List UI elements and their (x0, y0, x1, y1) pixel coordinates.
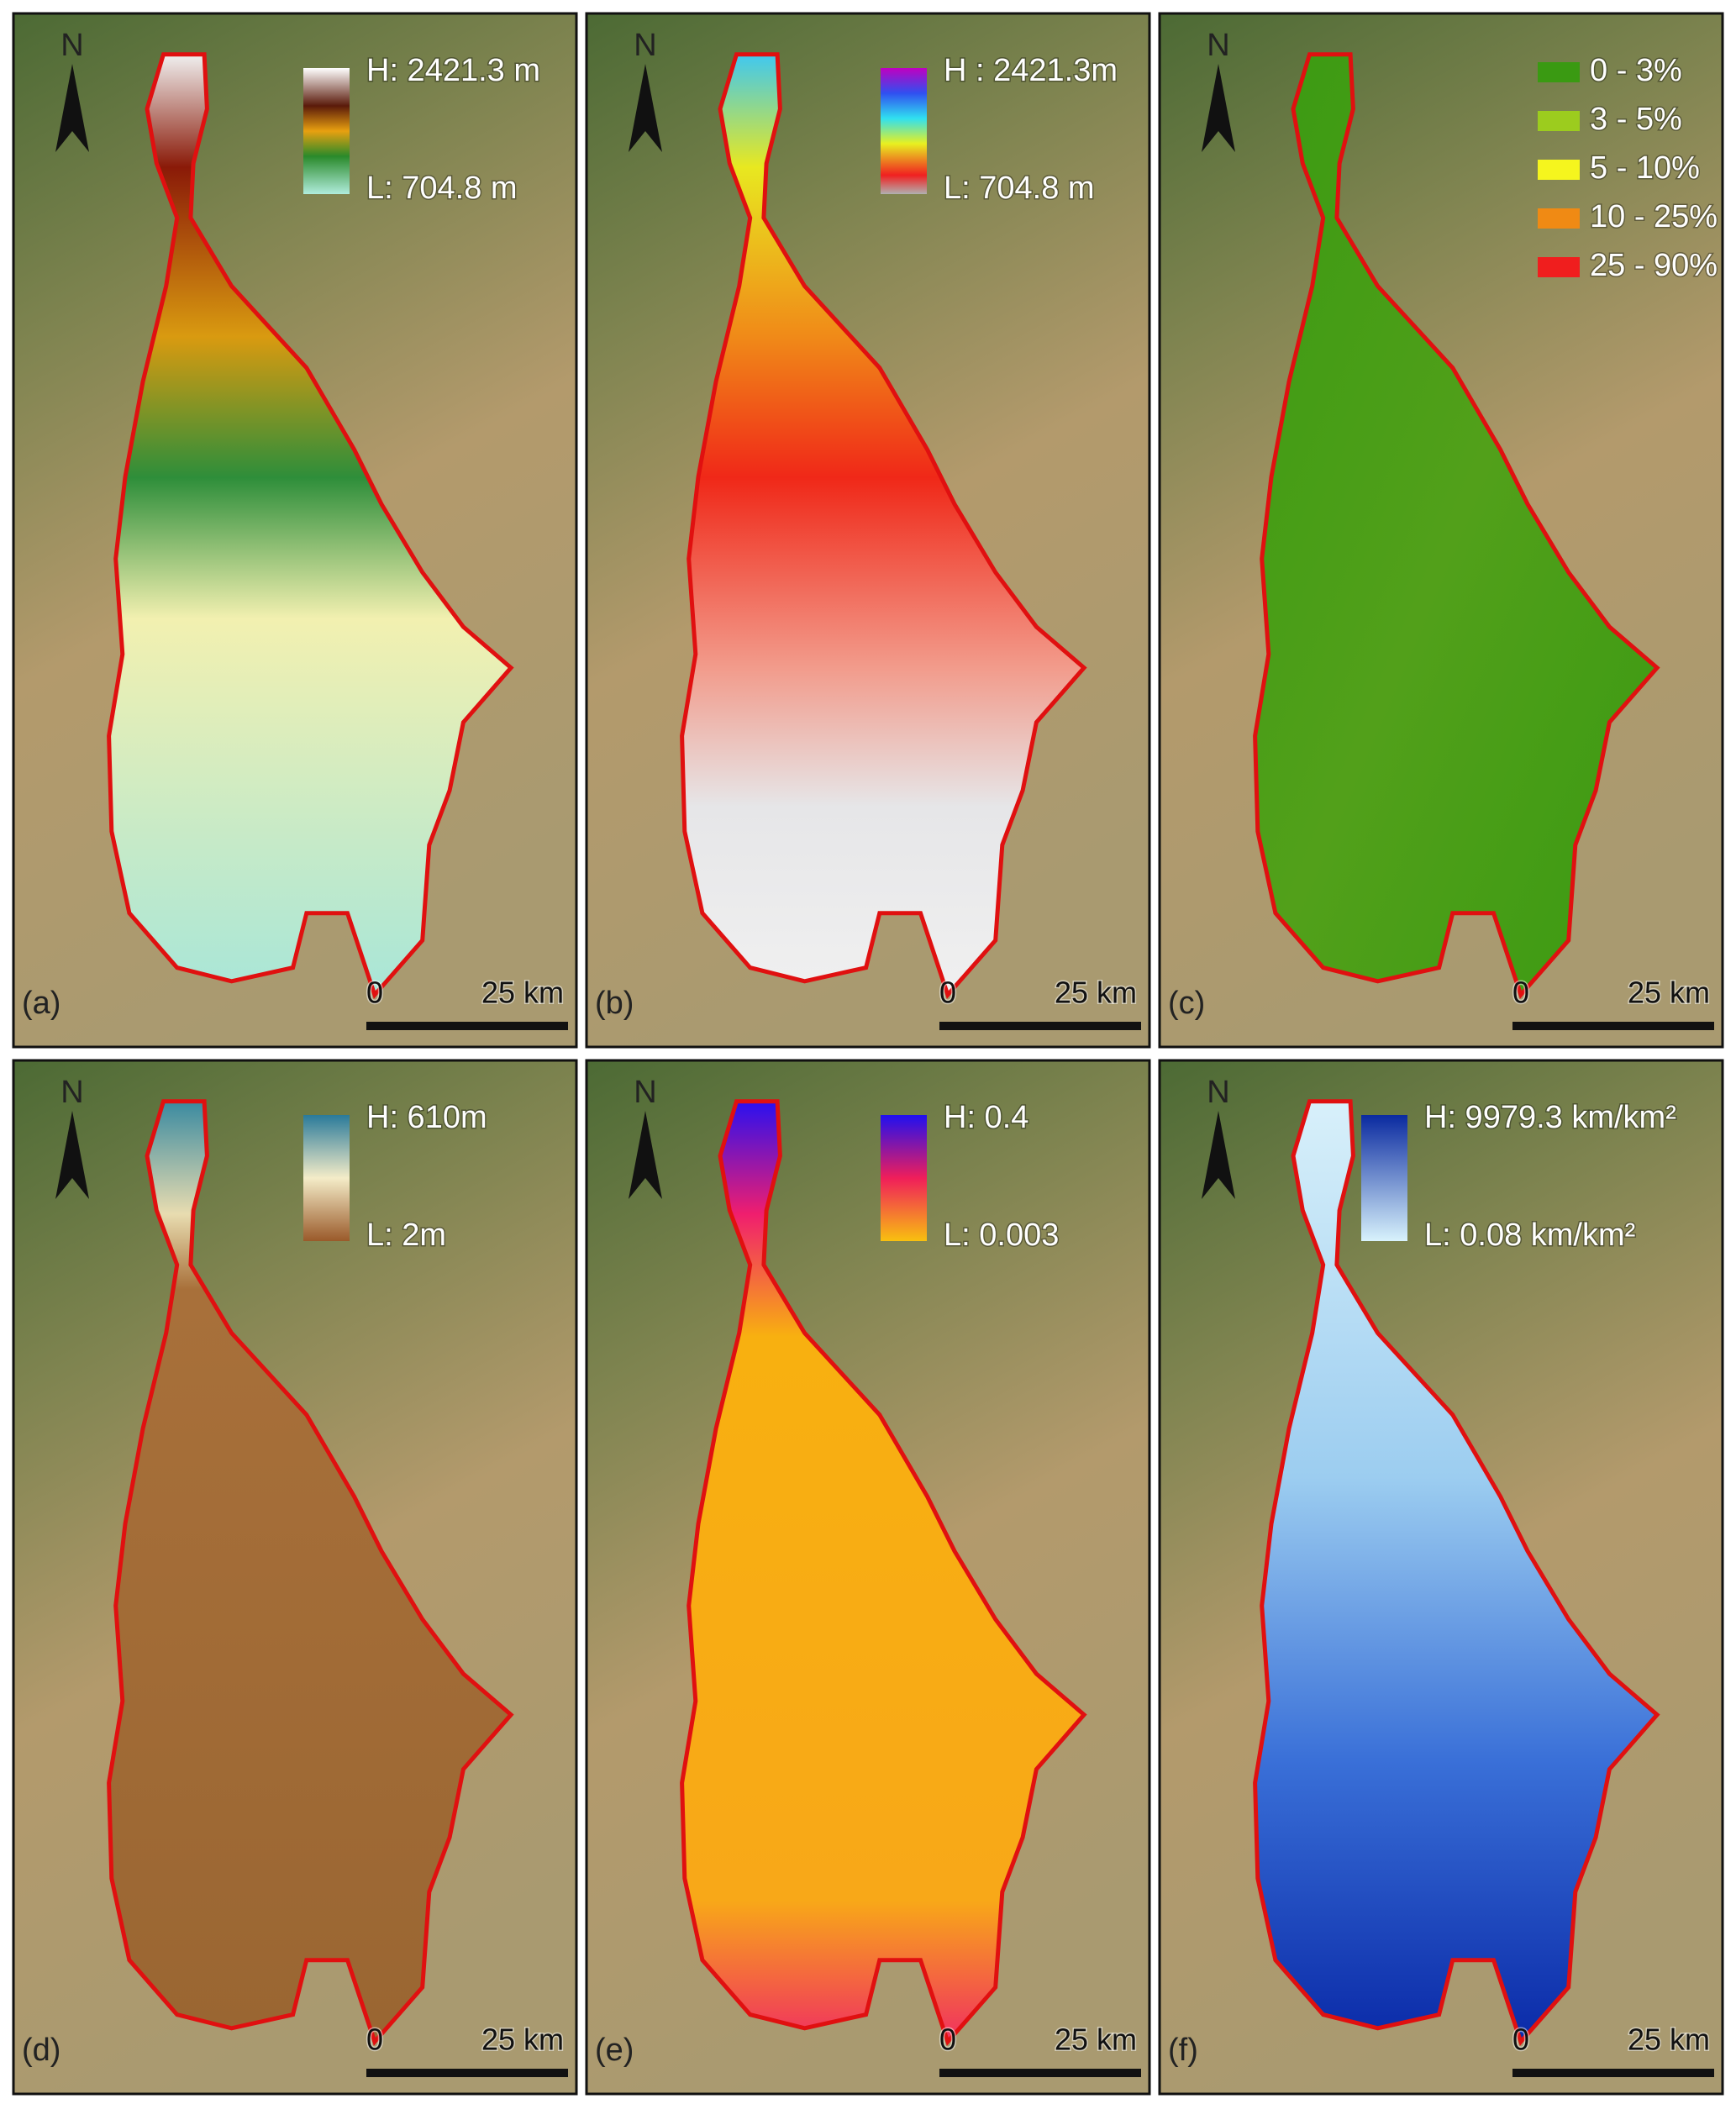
legend-low: L: 704.8 m (366, 171, 518, 206)
legend-ramp (1361, 1115, 1407, 1241)
scale-end: 25 km (1628, 976, 1710, 1010)
north-arrow (1202, 64, 1235, 152)
north-label: N (634, 1075, 656, 1110)
legend-high: H: 2421.3 m (366, 53, 540, 88)
legend-low: L: 0.003 (944, 1218, 1059, 1253)
legend-label: 10 - 25% (1590, 199, 1718, 234)
scale-bar (366, 2069, 568, 2077)
scale-start: 0 (1512, 2022, 1529, 2057)
scale-end: 25 km (1055, 976, 1137, 1010)
panel-label: (e) (595, 2033, 634, 2068)
map-panel: N H: 610m L: 2m (d) 0 25 km (12, 1059, 578, 2096)
legend-ramp (303, 68, 350, 194)
legend-label: 3 - 5% (1590, 102, 1682, 137)
panel-label: (a) (22, 986, 60, 1021)
scale-bar (1512, 1022, 1714, 1030)
map-panel: N 0 - 3% 3 - 5% 5 - 10% 10 - 25% 25 - 90% (c) 0… (1158, 12, 1724, 1049)
watershed (1253, 1099, 1660, 2046)
north-label: N (1207, 1075, 1229, 1110)
map-panel: N H: 9979.3 km/km² L: 0.08 km/km² (f) 0 25 km (1158, 1059, 1724, 2096)
panel-label: (d) (22, 2033, 60, 2068)
legend-low: L: 704.8 m (944, 171, 1095, 206)
legend-swatch (1538, 62, 1580, 82)
legend-ramp (303, 1115, 350, 1241)
legend-ramp (881, 1115, 927, 1241)
scale-start: 0 (366, 2022, 383, 2057)
map-panel: N H: 0.4 L: 0.003 (e) 0 25 km (585, 1059, 1151, 2096)
scale-bar (939, 2069, 1141, 2077)
north-arrow (55, 1111, 89, 1199)
north-label: N (60, 1075, 83, 1110)
watershed (1253, 52, 1660, 999)
legend-label: 0 - 3% (1590, 53, 1682, 88)
scale-start: 0 (939, 2022, 956, 2057)
legend-swatch (1538, 257, 1580, 277)
legend-swatch (1538, 111, 1580, 131)
scale-start: 0 (366, 976, 383, 1010)
scale-bar (939, 1022, 1141, 1030)
north-label: N (1207, 28, 1229, 63)
legend-high: H : 2421.3m (944, 53, 1118, 88)
legend-swatch (1538, 208, 1580, 229)
legend-low: L: 0.08 km/km² (1424, 1218, 1635, 1253)
north-label: N (60, 28, 83, 63)
watershed (680, 52, 1087, 999)
watershed (680, 1099, 1087, 2046)
legend-low: L: 2m (366, 1218, 446, 1253)
panel-label: (b) (595, 986, 634, 1021)
panel-label: (f) (1168, 2033, 1198, 2068)
legend-high: H: 610m (366, 1100, 487, 1135)
north-arrow (1202, 1111, 1235, 1199)
scale-bar (1512, 2069, 1714, 2077)
scale-start: 0 (939, 976, 956, 1010)
north-arrow (55, 64, 89, 152)
legend-label: 5 - 10% (1590, 150, 1700, 186)
north-label: N (634, 28, 656, 63)
scale-end: 25 km (481, 976, 564, 1010)
scale-end: 25 km (1628, 2022, 1710, 2057)
north-arrow (629, 64, 662, 152)
scale-end: 25 km (1055, 2022, 1137, 2057)
watershed (107, 1099, 514, 2046)
scale-bar (366, 1022, 568, 1030)
legend-swatch (1538, 160, 1580, 180)
legend-label: 25 - 90% (1590, 248, 1718, 283)
watershed (107, 52, 514, 999)
scale-end: 25 km (481, 2022, 564, 2057)
map-panel: N H : 2421.3m L: 704.8 m (b) 0 25 km (585, 12, 1151, 1049)
north-arrow (629, 1111, 662, 1199)
scale-start: 0 (1512, 976, 1529, 1010)
legend-ramp (881, 68, 927, 194)
legend-high: H: 9979.3 km/km² (1424, 1100, 1676, 1135)
legend-high: H: 0.4 (944, 1100, 1028, 1135)
panel-label: (c) (1168, 986, 1205, 1021)
map-panel: N H: 2421.3 m L: 704.8 m (a) 0 25 km (12, 12, 578, 1049)
